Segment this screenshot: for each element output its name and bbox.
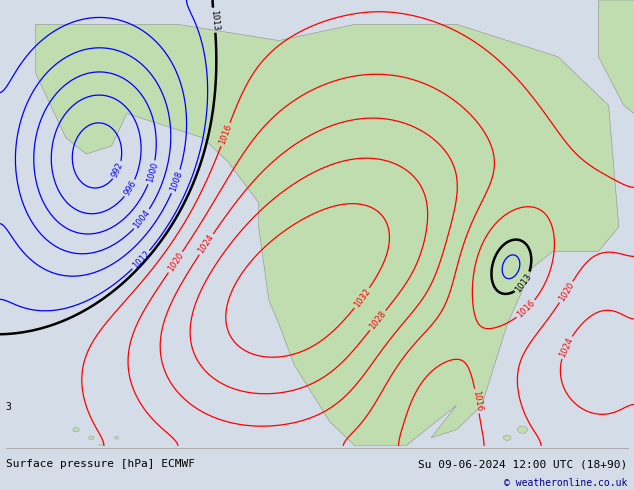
Circle shape xyxy=(503,435,511,441)
Circle shape xyxy=(99,444,104,448)
Text: 1016: 1016 xyxy=(470,390,483,412)
Text: Su 09-06-2024 12:00 UTC (18+90): Su 09-06-2024 12:00 UTC (18+90) xyxy=(418,460,628,469)
Circle shape xyxy=(73,427,79,432)
Text: 1024: 1024 xyxy=(558,336,574,359)
Text: 1000: 1000 xyxy=(145,161,159,184)
Text: 992: 992 xyxy=(110,161,126,179)
Text: 1004: 1004 xyxy=(132,208,152,230)
Text: © weatheronline.co.uk: © weatheronline.co.uk xyxy=(504,478,628,489)
Text: 1020: 1020 xyxy=(557,281,576,303)
Text: 1013: 1013 xyxy=(514,271,534,294)
Text: 1013: 1013 xyxy=(209,9,220,31)
Circle shape xyxy=(517,426,527,433)
Text: 1008: 1008 xyxy=(168,170,184,193)
Text: 996: 996 xyxy=(122,179,138,197)
Text: Surface pressure [hPa] ECMWF: Surface pressure [hPa] ECMWF xyxy=(6,460,195,469)
Text: 1024: 1024 xyxy=(197,233,216,255)
Text: 1016: 1016 xyxy=(515,299,537,320)
Text: 1020: 1020 xyxy=(166,251,185,273)
Text: 1028: 1028 xyxy=(368,309,388,332)
Circle shape xyxy=(115,437,119,439)
Polygon shape xyxy=(36,24,619,446)
Text: 3: 3 xyxy=(5,402,11,412)
Text: 1032: 1032 xyxy=(352,287,372,309)
Circle shape xyxy=(89,436,94,440)
Polygon shape xyxy=(598,0,634,146)
Text: 1016: 1016 xyxy=(217,123,233,146)
Text: 1012: 1012 xyxy=(131,249,152,270)
